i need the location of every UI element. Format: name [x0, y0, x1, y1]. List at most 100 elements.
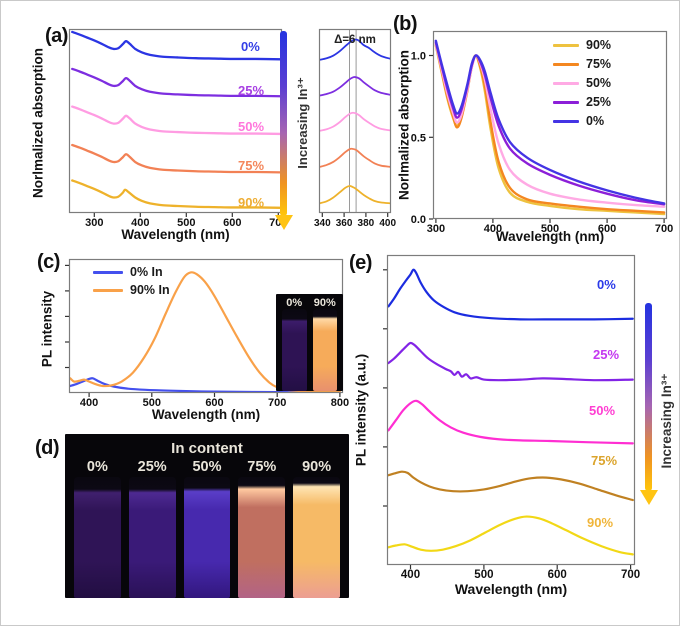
- legend-row: 75%: [553, 57, 611, 71]
- panel-c-letter: (c): [37, 251, 60, 273]
- panel-e-ylabel: PL intensity (a.u.): [353, 353, 369, 467]
- panel-d-title: In content: [171, 440, 243, 457]
- cuvette-label: 75%: [247, 459, 277, 475]
- panel-c-chart: 400 500 600 700 800: [65, 258, 349, 409]
- cuvette-90pct: [293, 477, 340, 598]
- cuvette-label: 0%: [86, 459, 108, 475]
- x-tick-label: 500: [177, 217, 195, 229]
- cuvette-label: 90%: [313, 297, 336, 309]
- cuvette-column: 90%: [293, 459, 340, 598]
- x-tick-label: 400: [401, 569, 420, 581]
- series-label-0pct: 0%: [597, 277, 616, 292]
- series-curve-50%: [319, 111, 391, 132]
- x-tick-label: 700: [655, 223, 673, 235]
- series-label-50pct: 50%: [589, 403, 616, 418]
- legend-label: 75%: [586, 57, 612, 71]
- x-tick-label: 400: [484, 223, 502, 235]
- panel-c-ylabel: PL intensity: [39, 290, 55, 368]
- series-curve-25%: [387, 341, 634, 382]
- increasing-in-arrowhead-e: [639, 490, 658, 505]
- legend-swatch-25: [553, 100, 579, 104]
- series-label-25pct: 25%: [238, 83, 265, 98]
- series-label-0pct: 0%: [241, 39, 260, 54]
- series-curve-0%: [319, 38, 391, 61]
- x-tick-label: 500: [474, 569, 493, 581]
- increasing-in-label-e: Increasing In³⁺: [659, 373, 674, 469]
- legend-row: 0%: [553, 114, 611, 128]
- x-tick-label: 700: [621, 569, 640, 581]
- increasing-in-arrow-e: [645, 303, 652, 491]
- series-curve-50%: [71, 105, 282, 136]
- chart-svg-b: 300 400 500 600 700 0.0 0.5 1.0: [411, 30, 673, 235]
- cuvette-label: 25%: [137, 459, 167, 475]
- series-curve-0%: [387, 268, 634, 321]
- series-label-25pct: 25%: [593, 347, 620, 362]
- chart-svg-a_inset: 340 360 380 400: [314, 28, 396, 229]
- increasing-in-arrowhead-a: [274, 215, 293, 230]
- cuvette-label: 50%: [192, 459, 222, 475]
- panel-a-ylabel: Norlmalized absorption: [30, 47, 46, 199]
- cuvette-0pct: [74, 477, 121, 598]
- series-curve-90%: [319, 185, 391, 205]
- legend-row: 90%: [553, 38, 611, 52]
- legend-swatch-90in: [93, 288, 123, 292]
- legend-swatch-90: [553, 43, 579, 47]
- panel-a-inset-chart: 340 360 380 400: [314, 28, 396, 229]
- x-tick-label: 400: [379, 218, 396, 229]
- cuvette-column: 0%: [74, 459, 121, 598]
- x-tick-label: 300: [85, 217, 103, 229]
- panel-d-letter: (d): [35, 437, 60, 459]
- x-tick-label: 600: [205, 397, 223, 409]
- y-tick-label: 1.0: [411, 51, 426, 63]
- cuvette-column: 90%: [312, 297, 337, 391]
- legend-label: 90% In: [130, 283, 170, 297]
- panel-b-ylabel: Norlmalized absorption: [396, 49, 412, 201]
- series-curve-75%: [387, 470, 634, 502]
- legend-row: 25%: [553, 95, 611, 109]
- x-tick-label: 340: [314, 218, 331, 229]
- series-label-90pct: 90%: [238, 195, 265, 210]
- panel-e-xlabel: Wavelength (nm): [454, 581, 568, 597]
- plot-border: [386, 254, 636, 566]
- x-tick-label: 360: [336, 218, 353, 229]
- delta-label: Δ=6 nm: [334, 34, 376, 46]
- x-tick-label: 400: [131, 217, 149, 229]
- y-tick-label: 0.0: [411, 214, 426, 226]
- chart-svg-c: 400 500 600 700 800: [65, 258, 349, 409]
- legend-label: 50%: [586, 76, 612, 90]
- x-tick-label: 380: [358, 218, 375, 229]
- panel-b-letter: (b): [393, 13, 418, 35]
- series-curve-75%: [71, 143, 282, 174]
- panel-c-legend: 0% In 90% In: [93, 265, 170, 297]
- legend-label: 25%: [586, 95, 612, 109]
- legend-label: 90%: [586, 38, 612, 52]
- x-tick-label: 600: [548, 569, 567, 581]
- cuvette-50pct: [183, 477, 231, 598]
- cuvette-90pct: [312, 309, 337, 391]
- series-label-50pct: 50%: [238, 119, 265, 134]
- increasing-in-arrow-a: [280, 31, 287, 216]
- cuvette-column: 25%: [128, 459, 176, 598]
- plot-border: [318, 28, 392, 214]
- panel-c-inset-photo: 0% 90%: [276, 294, 343, 391]
- chart-svg-e: 400 500 600 700: [383, 254, 640, 581]
- panel-d-photo: In content 0% 25% 50% 75% 90%: [65, 434, 349, 598]
- series-label-75pct: 75%: [591, 453, 618, 468]
- x-tick-label: 700: [268, 397, 286, 409]
- series-curve-25%: [71, 67, 282, 98]
- panel-b-xlabel: Wavelength (nm): [495, 229, 605, 244]
- cuvette-column: 75%: [238, 459, 286, 598]
- x-tick-label: 500: [541, 223, 559, 235]
- cuvette-25pct: [128, 477, 176, 598]
- x-tick-label: 600: [598, 223, 616, 235]
- panel-e-chart: 400 500 600 700: [383, 254, 640, 581]
- series-curve-90% In: [69, 271, 341, 393]
- series-label-75pct: 75%: [238, 158, 265, 173]
- cuvette-column: 50%: [183, 459, 231, 598]
- x-tick-label: 400: [80, 397, 98, 409]
- legend-swatch-0in: [93, 270, 123, 274]
- legend-swatch-50: [553, 81, 579, 85]
- plot-border: [432, 30, 668, 220]
- legend-label: 0% In: [130, 265, 163, 279]
- panel-b-chart: 300 400 500 600 700 0.0 0.5 1.0: [411, 30, 673, 235]
